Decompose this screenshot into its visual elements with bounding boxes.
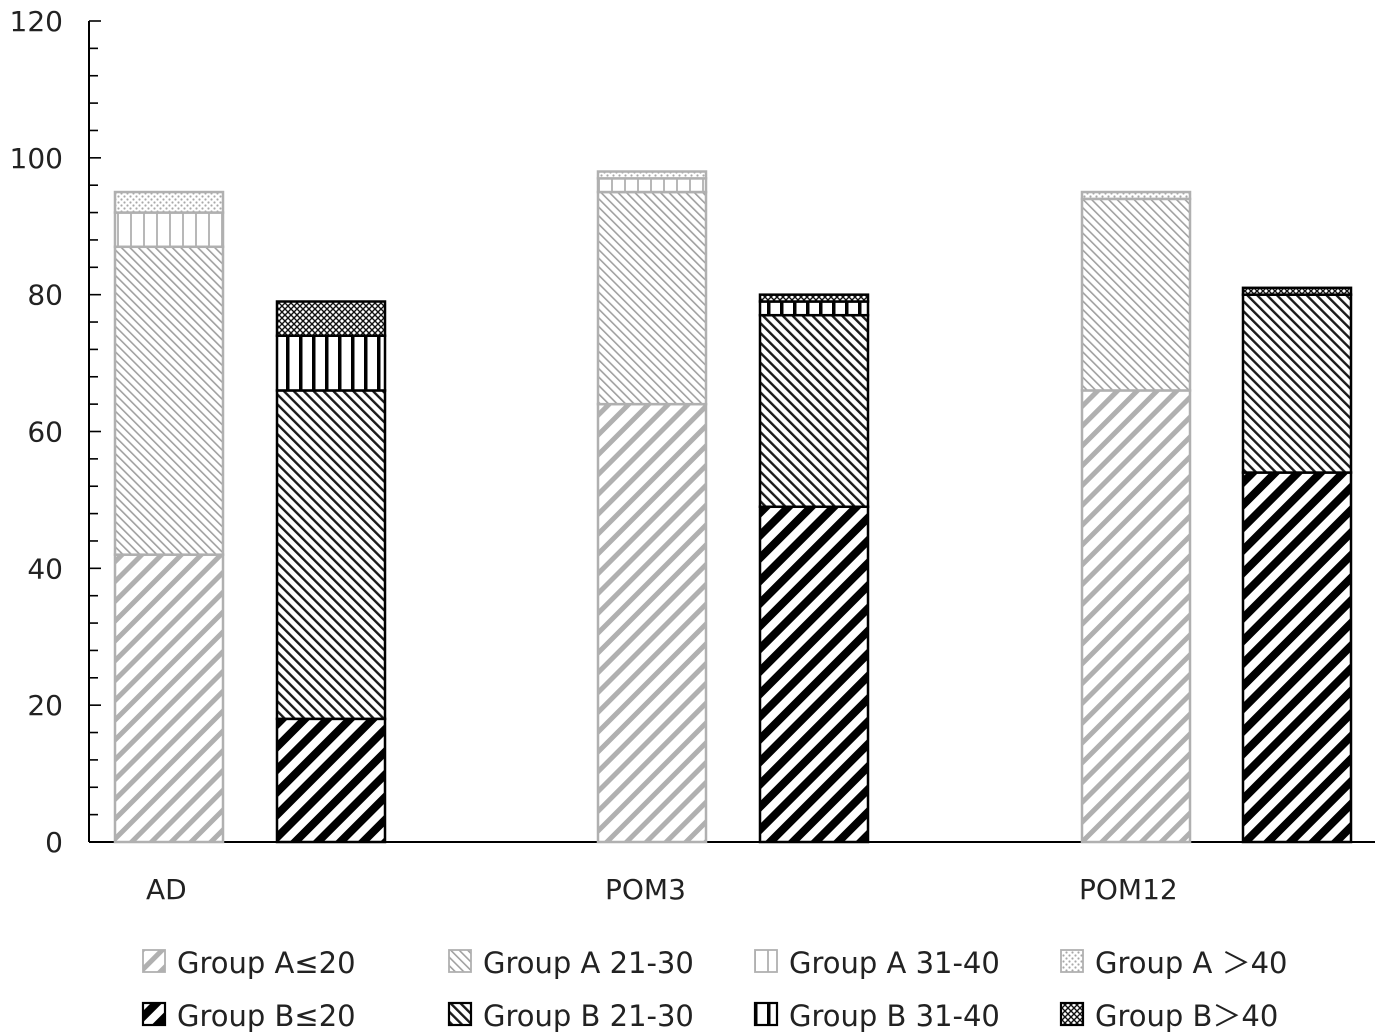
bar-segment <box>275 334 387 392</box>
bar-segment <box>113 211 225 249</box>
legend-item: Group A ＞40 <box>1060 946 1287 980</box>
legend-item: Group A 31-40 <box>754 946 1000 980</box>
bar-segment <box>113 553 225 844</box>
bar-segment <box>1241 286 1353 296</box>
bar-group-a-pom12 <box>1080 190 1192 844</box>
bar-segment <box>758 293 870 303</box>
legend-swatch <box>142 949 166 973</box>
legend-item: Group B 31-40 <box>753 999 1000 1033</box>
legend-swatch <box>1059 1001 1085 1027</box>
bar-segment <box>596 170 708 180</box>
x-category-label: POM3 <box>605 873 686 906</box>
bar-group-b-pom12 <box>1241 286 1353 844</box>
x-category-label: AD <box>146 873 187 906</box>
legend-item: Group B＞40 <box>1059 999 1278 1033</box>
legend-swatch <box>754 949 778 973</box>
bar-segment <box>596 190 708 406</box>
bar-segment <box>758 300 870 317</box>
bar-segment <box>596 402 708 844</box>
bar-group-b-pom3 <box>758 293 870 844</box>
x-category-label: POM12 <box>1079 873 1178 906</box>
legend-item: Group A 21-30 <box>448 946 694 980</box>
bar-segment <box>1241 471 1353 844</box>
legend-label: Group A≤20 <box>177 946 356 980</box>
bar-group-a-ad <box>113 190 225 844</box>
y-tick-label: 80 <box>27 279 63 312</box>
legend-swatch <box>448 949 472 973</box>
legend-item: Group B≤20 <box>141 999 356 1033</box>
legend: Group A≤20 Group A 21-30 Group A 31-40 Grou… <box>141 946 1287 1033</box>
legend-label: Group A 21-30 <box>483 946 694 980</box>
bar-group-b-ad <box>275 300 387 844</box>
bar-segment <box>758 505 870 844</box>
legend-swatch <box>1060 949 1084 973</box>
legend-swatch <box>141 1001 167 1027</box>
y-tick-label: 40 <box>27 552 63 585</box>
legend-label: Group B 21-30 <box>483 999 694 1033</box>
legend-swatch <box>447 1001 473 1027</box>
y-tick-label: 0 <box>45 826 63 859</box>
legend-label: Group A 31-40 <box>789 946 1000 980</box>
bar-segment <box>275 389 387 721</box>
bar-segment <box>1080 190 1192 201</box>
y-tick-label: 100 <box>10 142 63 175</box>
bar-segment <box>758 313 870 509</box>
y-tick-label: 120 <box>10 5 63 38</box>
legend-item: Group B 21-30 <box>447 999 694 1033</box>
legend-swatch <box>753 1001 779 1027</box>
bar-segment <box>596 177 708 194</box>
bar-segment <box>1080 197 1192 392</box>
bar-segment <box>275 717 387 844</box>
legend-label: Group B≤20 <box>177 999 356 1033</box>
bar-segment <box>1080 389 1192 844</box>
category-labels: AD POM3 POM12 <box>146 873 1178 906</box>
legend-label: Group A ＞40 <box>1095 946 1287 980</box>
bar-segment <box>275 300 387 337</box>
y-tick-label: 60 <box>27 416 63 449</box>
bars <box>113 170 1353 844</box>
legend-item: Group A≤20 <box>142 946 356 980</box>
bar-group-a-pom3 <box>596 170 708 844</box>
legend-label: Group B 31-40 <box>789 999 1000 1033</box>
legend-label: Group B＞40 <box>1095 999 1278 1033</box>
bar-segment <box>113 245 225 556</box>
bar-segment <box>1241 293 1353 474</box>
y-tick-label: 20 <box>27 689 63 722</box>
bar-segment <box>113 190 225 214</box>
